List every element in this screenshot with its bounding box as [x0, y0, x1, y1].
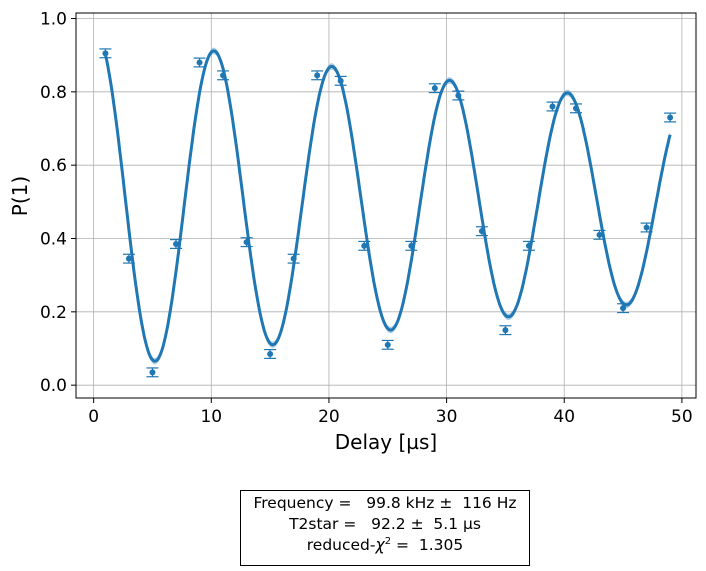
point-marker: [337, 77, 344, 84]
data-point: [452, 90, 465, 101]
x-axis-title: Delay [µs]: [335, 430, 437, 454]
point-marker: [361, 242, 368, 249]
point-marker: [525, 242, 532, 249]
point-marker: [196, 59, 203, 66]
t2star-result: T2star = 92.2 ± 5.1 µs: [289, 515, 481, 533]
point-marker: [314, 72, 321, 79]
x-tick-label: 50: [671, 407, 693, 427]
data-point: [99, 48, 112, 59]
data-point: [358, 240, 371, 251]
y-tick-label: 0.2: [40, 303, 67, 323]
data-point: [146, 367, 159, 378]
x-tick-label: 30: [436, 407, 458, 427]
point-marker: [102, 50, 109, 57]
data-point: [193, 57, 206, 68]
data-point: [428, 83, 441, 94]
y-tick-label: 0.4: [40, 230, 67, 250]
point-marker: [596, 231, 603, 238]
x-tick-label: 40: [553, 407, 575, 427]
chi-prefix: reduced-: [306, 536, 376, 554]
point-marker: [502, 327, 509, 334]
data-point: [287, 253, 300, 264]
data-point: [570, 103, 582, 114]
chi-exponent: 2: [384, 536, 392, 547]
point-marker: [667, 114, 674, 121]
grid: [76, 13, 696, 398]
fit-band: [105, 47, 671, 365]
data-point: [122, 253, 135, 264]
data-point: [405, 240, 418, 251]
point-marker: [549, 103, 556, 110]
y-tick-label: 0.8: [40, 83, 67, 103]
y-axis-title: P(1): [8, 176, 32, 216]
data-point: [475, 226, 488, 237]
point-marker: [455, 92, 462, 99]
data-point: [381, 339, 394, 350]
data-point: [546, 101, 559, 112]
point-marker: [478, 228, 485, 235]
point-marker: [125, 255, 132, 262]
data-point: [334, 75, 347, 86]
data-point: [593, 229, 606, 240]
point-marker: [573, 105, 579, 112]
point-marker: [290, 255, 297, 262]
data-point: [522, 240, 535, 251]
data-point: [264, 349, 277, 359]
point-marker: [173, 241, 179, 247]
point-marker: [643, 224, 650, 231]
fit-line: [103, 49, 672, 363]
data-point: [240, 237, 253, 248]
frequency-result: Frequency = 99.8 kHz ± 116 Hz: [253, 494, 517, 512]
fit-confidence-band: [105, 47, 671, 365]
fit-curve-layer: [103, 49, 672, 363]
chi-value: = 1.305: [391, 536, 464, 554]
data-point: [311, 70, 324, 81]
data-point: [217, 70, 230, 81]
y-tick-label: 0.0: [40, 376, 67, 396]
x-tick-label: 0: [88, 407, 99, 427]
point-marker: [267, 351, 274, 357]
data-point: [170, 239, 182, 249]
data-points: [99, 48, 677, 378]
data-point: [617, 303, 630, 314]
point-marker: [149, 369, 156, 376]
point-marker: [384, 341, 391, 348]
data-point: [664, 112, 677, 123]
point-marker: [408, 242, 415, 249]
point-marker: [220, 72, 227, 79]
point-marker: [243, 239, 250, 246]
data-point: [640, 222, 653, 233]
reduced-chi-squared-result: reduced-χ2 = 1.305: [241, 535, 529, 556]
axis-ticks: 0 10 20 30 40 50 0.0 0.2 0.4 0.6 0.8 1.0: [40, 10, 693, 428]
y-tick-label: 0.6: [40, 156, 67, 176]
chi-symbol: χ: [375, 536, 385, 554]
plot-frame: [75, 12, 697, 399]
point-marker: [620, 305, 627, 312]
x-tick-label: 20: [318, 407, 340, 427]
point-marker: [431, 85, 438, 92]
x-tick-label: 10: [200, 407, 222, 427]
fit-results-box: Frequency = 99.8 kHz ± 116 Hz T2star = 9…: [240, 490, 530, 566]
y-tick-label: 1.0: [40, 10, 67, 30]
data-point: [499, 325, 512, 336]
